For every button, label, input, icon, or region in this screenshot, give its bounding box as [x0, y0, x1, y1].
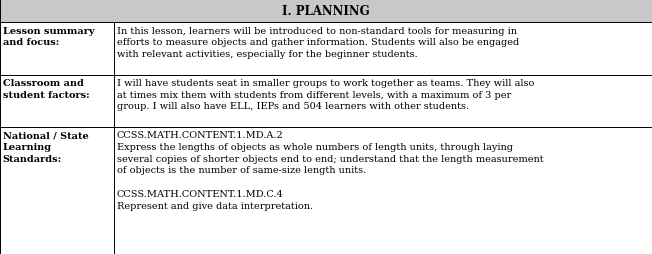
Text: I. PLANNING: I. PLANNING [282, 5, 370, 18]
Text: I will have students seat in smaller groups to work together as teams. They will: I will have students seat in smaller gro… [117, 78, 534, 111]
Bar [114, 128, 652, 254]
Text: In this lesson, learners will be introduced to non-standard tools for measuring : In this lesson, learners will be introdu… [117, 26, 519, 59]
Bar [0, 75, 114, 128]
Bar [114, 23, 652, 75]
Bar [0, 23, 114, 75]
Text: CCSS.MATH.CONTENT.1.MD.A.2
Express the lengths of objects as whole numbers of le: CCSS.MATH.CONTENT.1.MD.A.2 Express the l… [117, 131, 543, 210]
Text: National / State
Learning
Standards:: National / State Learning Standards: [3, 131, 89, 163]
Bar [0, 128, 114, 254]
Text: Classroom and
student factors:: Classroom and student factors: [3, 78, 89, 99]
Bar [0, 0, 652, 23]
Bar [114, 75, 652, 128]
Text: Lesson summary
and focus:: Lesson summary and focus: [3, 26, 94, 47]
